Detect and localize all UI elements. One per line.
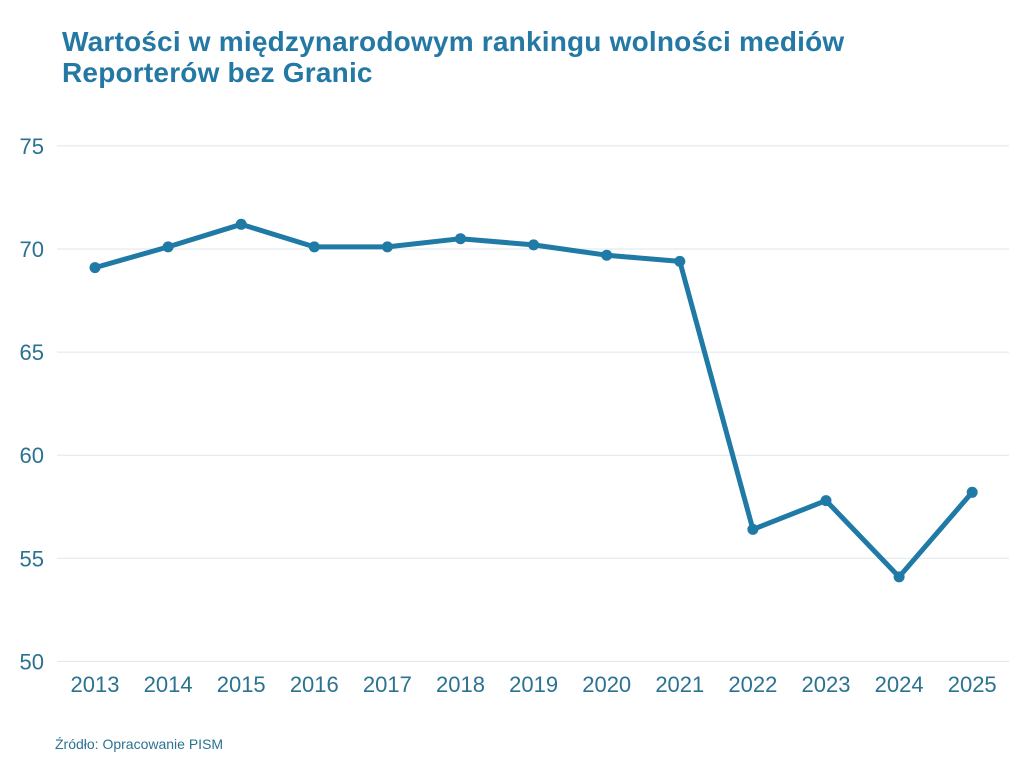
data-point [89,262,101,274]
data-point [455,233,466,245]
y-tick-label: 65 [20,340,44,365]
data-point [747,523,759,535]
y-tick-label: 75 [20,134,44,159]
chart-title-line1: Wartości w międzynarodowym rankingu woln… [62,26,845,57]
y-tick-label: 50 [20,649,44,674]
source-note: Źródło: Opracowanie PISM [55,736,224,752]
data-point [381,241,393,253]
y-tick-label: 60 [20,443,44,468]
x-tick-label: 2014 [144,672,193,697]
data-point [820,495,832,507]
x-tick-label: 2021 [655,672,704,697]
data-point [528,239,540,251]
x-tick-label: 2016 [290,672,339,697]
x-tick-label: 2022 [728,672,777,697]
y-tick-label: 55 [20,546,44,571]
data-point [601,249,613,261]
data-point [674,255,686,267]
data-point [162,241,174,253]
data-point [235,218,247,230]
x-tick-label: 2018 [436,672,485,697]
data-point [308,241,320,253]
x-tick-label: 2020 [582,672,631,697]
chart-title: Wartości w międzynarodowym rankingu woln… [62,26,982,88]
x-tick-label: 2023 [802,672,851,697]
x-tick-label: 2013 [71,672,120,697]
y-tick-label: 70 [20,237,44,262]
data-point [893,571,905,583]
x-tick-label: 2025 [948,672,997,697]
data-line [92,221,975,580]
x-tick-label: 2024 [875,672,924,697]
chart-title-line2: Reporterów bez Granic [62,57,373,88]
x-tick-label: 2017 [363,672,412,697]
x-tick-label: 2019 [509,672,558,697]
data-point [966,486,978,498]
x-tick-label: 2015 [217,672,266,697]
